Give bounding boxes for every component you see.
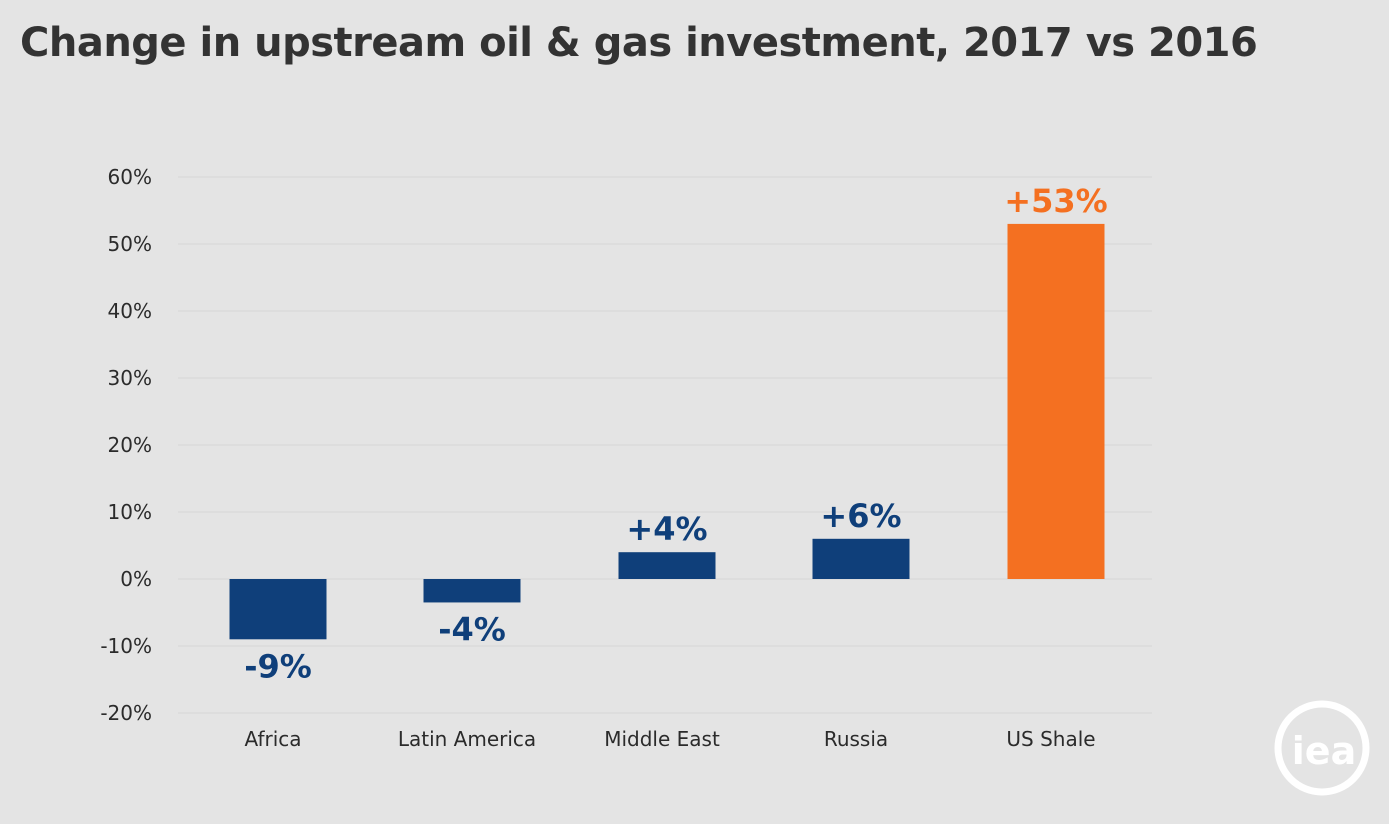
y-tick-label: -20% xyxy=(100,701,152,725)
bar xyxy=(618,552,716,579)
y-tick-label: 50% xyxy=(108,232,152,256)
y-tick-label: 60% xyxy=(108,165,152,189)
y-tick-label: 10% xyxy=(108,500,152,524)
x-axis-categories: Africa Latin America Middle East Russia US S… xyxy=(244,727,1095,751)
x-category-label: US Shale xyxy=(1006,727,1095,751)
bar xyxy=(423,579,521,603)
bar xyxy=(229,579,327,640)
data-label: +53% xyxy=(1004,182,1107,220)
x-category-label: Russia xyxy=(824,727,888,751)
bars xyxy=(229,223,1105,640)
y-tick-label: -10% xyxy=(100,634,152,658)
y-axis-ticks: 60% 50% 40% 30% 20% 10% 0% -10% -20% xyxy=(100,165,152,725)
data-label: -4% xyxy=(438,610,506,648)
data-label: +4% xyxy=(626,510,707,548)
data-label: +6% xyxy=(820,497,901,535)
iea-logo: iea xyxy=(1274,700,1370,796)
y-tick-label: 20% xyxy=(108,433,152,457)
x-category-label: Africa xyxy=(244,727,301,751)
iea-logo-text: iea xyxy=(1292,729,1356,773)
y-tick-label: 30% xyxy=(108,366,152,390)
y-tick-label: 0% xyxy=(120,567,152,591)
gridlines xyxy=(178,176,1152,714)
x-category-label: Middle East xyxy=(604,727,720,751)
x-category-label: Latin America xyxy=(398,727,536,751)
y-tick-label: 40% xyxy=(108,299,152,323)
bar xyxy=(812,538,910,579)
bar xyxy=(1007,223,1105,579)
data-labels: -9% -4% +4% +6% +53% xyxy=(244,182,1108,685)
data-label: -9% xyxy=(244,647,312,685)
iea-logo-ring xyxy=(1274,700,1370,796)
chart-title: Change in upstream oil & gas investment,… xyxy=(20,20,1258,66)
